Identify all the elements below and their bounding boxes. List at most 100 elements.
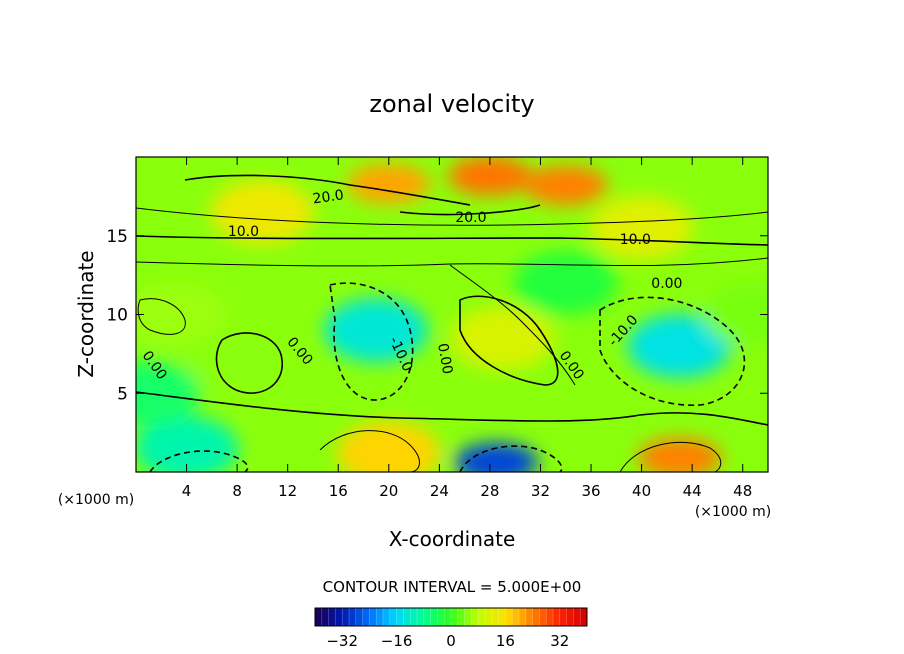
contour-label: 0.00 xyxy=(651,276,682,292)
colorbar-swatch xyxy=(437,608,445,626)
colorbar-swatch xyxy=(321,608,329,626)
contour-label: 20.0 xyxy=(312,187,345,207)
field-feature xyxy=(346,163,431,204)
x-unit-right: (×1000 m) xyxy=(695,504,771,520)
field-feature xyxy=(324,298,429,363)
field-feature xyxy=(627,314,732,378)
colorbar-swatch xyxy=(410,608,418,626)
colorbar-swatch xyxy=(451,608,459,626)
colorbar-frame xyxy=(314,607,588,627)
colorbar-swatch xyxy=(396,608,404,626)
colorbar-swatch xyxy=(464,608,472,626)
x-tick-label: 20 xyxy=(379,482,398,500)
contour-line xyxy=(399,204,541,216)
colorbar-swatch xyxy=(512,608,520,626)
field-feature xyxy=(336,421,441,472)
x-tick-label: 44 xyxy=(683,482,702,500)
contour-line xyxy=(136,207,768,226)
colorbar-swatch xyxy=(423,608,431,626)
field-feature xyxy=(513,251,618,315)
colorbar-swatch xyxy=(471,608,479,626)
colorbar-swatch xyxy=(525,608,533,626)
colorbar-swatch xyxy=(349,608,357,626)
contour-line xyxy=(136,257,768,267)
x-tick-label: 12 xyxy=(278,482,297,500)
colorbar-swatch xyxy=(362,608,370,626)
field-feature xyxy=(450,306,555,371)
x-axis-label: X-coordinate xyxy=(389,527,516,551)
colorbar-swatch xyxy=(559,608,567,626)
contour-line xyxy=(329,282,414,401)
field-feature xyxy=(447,157,532,196)
colorbar-swatch xyxy=(491,608,499,626)
field-feature xyxy=(637,437,722,472)
contour-line xyxy=(619,441,722,472)
contour-line xyxy=(449,264,576,386)
contour-label: 10.0 xyxy=(620,232,651,248)
y-tick-label: 5 xyxy=(117,384,128,404)
colorbar-swatch xyxy=(369,608,377,626)
x-tick-label: 32 xyxy=(531,482,550,500)
x-tick-label: 40 xyxy=(632,482,651,500)
field-feature xyxy=(523,165,608,206)
colorbar-tick-label: 32 xyxy=(550,632,569,650)
colorbar-swatch xyxy=(328,608,336,626)
colorbar-swatch xyxy=(580,608,588,626)
plot-area: 20.020.010.0 10.00.000.00 -10.0 0.00 0.00-10… xyxy=(136,157,768,472)
colorbar-swatch xyxy=(498,608,506,626)
field-feature xyxy=(136,416,239,472)
colorbar-swatch xyxy=(403,608,411,626)
field-feature xyxy=(703,282,768,347)
contour-line xyxy=(459,445,563,472)
colorbar-tick-label: −16 xyxy=(381,632,413,650)
y-axis-label: Z-coordinate xyxy=(74,250,98,377)
colorbar-swatch xyxy=(383,608,391,626)
colorbar-swatch xyxy=(519,608,527,626)
contour-line xyxy=(137,298,186,335)
x-tick-label: 8 xyxy=(232,482,242,500)
y-axis-ticks: 5 10 15 xyxy=(106,227,768,404)
chart-title: zonal velocity xyxy=(369,90,534,118)
x-tick-label: 36 xyxy=(581,482,600,500)
colorbar-swatch xyxy=(532,608,540,626)
colorbar: −32 −16 0 16 32 xyxy=(314,607,588,650)
colorbar-swatch xyxy=(505,608,513,626)
field-feature xyxy=(136,361,201,426)
colorbar-swatch xyxy=(342,608,350,626)
contour-label: 10.0 xyxy=(228,224,259,240)
colorbar-swatch xyxy=(376,608,384,626)
x-tick-label: 48 xyxy=(733,482,752,500)
field-feature xyxy=(454,442,539,472)
colorbar-swatch xyxy=(566,608,574,626)
colorbar-swatch xyxy=(444,608,452,626)
x-tick-label: 4 xyxy=(182,482,192,500)
y-tick-label: 15 xyxy=(106,227,128,247)
colorbar-swatch xyxy=(546,608,554,626)
colorbar-swatch xyxy=(553,608,561,626)
contour-label: 20.0 xyxy=(455,210,486,226)
colorbar-tick-label: 16 xyxy=(496,632,515,650)
colorbar-swatch xyxy=(430,608,438,626)
x-tick-label: 28 xyxy=(480,482,499,500)
contour-line xyxy=(599,296,746,406)
field-feature xyxy=(136,282,226,347)
y-tick-label: 10 xyxy=(106,306,128,326)
field-feature xyxy=(210,180,315,245)
colorbar-swatch xyxy=(573,608,581,626)
field-feature xyxy=(589,195,694,260)
colorbar-swatch xyxy=(485,608,493,626)
colorbar-swatch xyxy=(539,608,547,626)
colorbar-swatch xyxy=(355,608,363,626)
x-axis-ticks: 4 8 12 16 20 24 28 32 36 40 44 48 xyxy=(182,157,752,500)
colorbar-tick-label: 0 xyxy=(446,632,456,650)
colorbar-swatch xyxy=(315,608,323,626)
contour-line xyxy=(459,295,559,386)
contour-line xyxy=(319,430,420,472)
colorbar-tick-label: −32 xyxy=(326,632,358,650)
contour-line xyxy=(215,332,283,394)
contour-lines xyxy=(136,174,768,472)
colorbar-swatch xyxy=(457,608,465,626)
contour-line xyxy=(136,235,768,246)
contour-interval-note: CONTOUR INTERVAL = 5.000E+00 xyxy=(323,578,582,596)
